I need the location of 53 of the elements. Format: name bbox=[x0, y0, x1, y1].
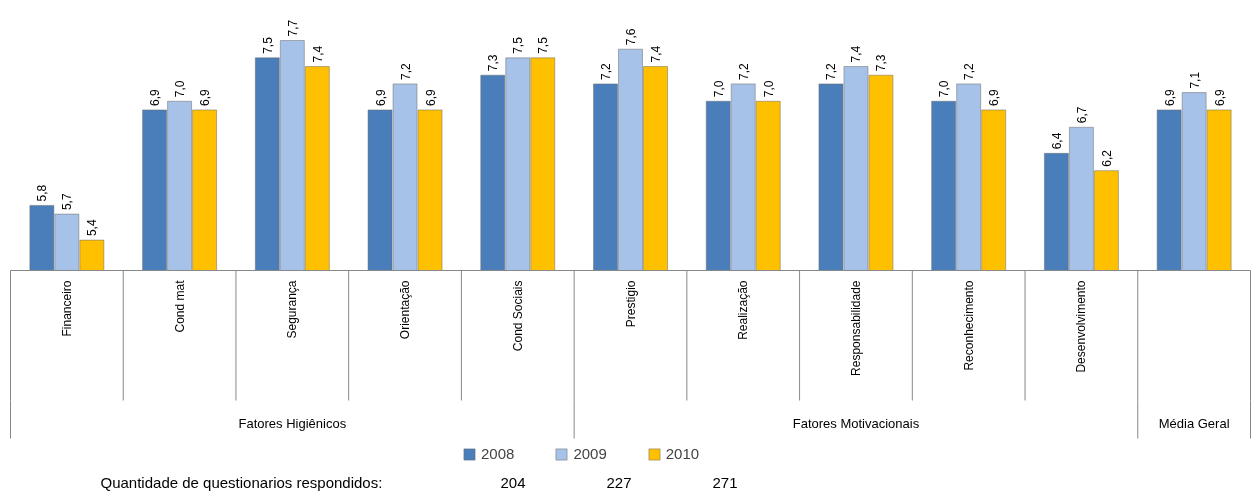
data-label: 7,2 bbox=[599, 62, 613, 80]
text: 227 bbox=[606, 473, 632, 491]
text: 271 bbox=[712, 473, 738, 491]
data-label: 7,2 bbox=[962, 62, 977, 80]
x-tick-label: Realização bbox=[736, 280, 751, 340]
data-label: 7,7 bbox=[285, 19, 300, 37]
text: Fatores Motivacionais bbox=[792, 416, 920, 431]
data-label: 6,9 bbox=[373, 88, 388, 106]
data-label: 6,9 bbox=[987, 88, 1002, 106]
x-tick-label: Prestigio bbox=[623, 280, 638, 328]
data-label: 7,5 bbox=[260, 36, 275, 54]
x-tick-label: Reconhecimento bbox=[961, 280, 976, 371]
x-tick-label: Responsabilidade bbox=[848, 280, 863, 376]
data-label: 5,8 bbox=[35, 184, 50, 202]
data-label: 6,9 bbox=[1212, 88, 1227, 106]
data-label: 7,5 bbox=[511, 36, 526, 54]
data-label: 7,4 bbox=[849, 45, 864, 63]
legend-label: 2008 bbox=[481, 445, 515, 462]
data-label: 7,0 bbox=[173, 80, 188, 98]
data-label: 6,7 bbox=[1074, 106, 1089, 124]
data-label: 7,6 bbox=[624, 28, 638, 46]
x-tick-label: Cond mat bbox=[172, 279, 187, 333]
text: Média Geral bbox=[1158, 416, 1230, 431]
data-label: 6,9 bbox=[1162, 88, 1177, 106]
text: 204 bbox=[500, 473, 526, 491]
data-label: 6,2 bbox=[1099, 149, 1114, 167]
data-label: 6,9 bbox=[198, 88, 213, 106]
data-label: 7,3 bbox=[486, 54, 501, 72]
x-tick-label: Orientação bbox=[398, 280, 413, 340]
data-label: 7,1 bbox=[1187, 71, 1202, 89]
data-label: 7,0 bbox=[937, 80, 952, 98]
data-label: 7,2 bbox=[736, 62, 751, 80]
data-label: 7,4 bbox=[310, 45, 325, 63]
x-tick-label: Desenvolvimento bbox=[1074, 280, 1089, 373]
x-tick-label: Cond Sociais bbox=[510, 280, 525, 352]
data-label: 7,0 bbox=[761, 80, 776, 98]
data-label: 7,5 bbox=[536, 36, 551, 54]
text: Fatores Higiênicos bbox=[238, 416, 347, 431]
x-tick-label: Financeiro bbox=[59, 280, 74, 337]
data-label: 7,0 bbox=[711, 80, 726, 98]
data-label: 6,9 bbox=[423, 88, 438, 106]
data-label: 7,4 bbox=[649, 45, 663, 63]
legend-label: 2009 bbox=[573, 445, 607, 462]
data-label: 6,4 bbox=[1049, 132, 1064, 150]
data-label: 5,4 bbox=[85, 219, 100, 237]
data-label: 6,9 bbox=[148, 88, 163, 106]
data-label: 7,3 bbox=[874, 54, 889, 72]
x-tick-label: Segurança bbox=[285, 280, 300, 339]
legend-label: 2010 bbox=[665, 445, 700, 462]
data-label: 7,2 bbox=[398, 62, 413, 80]
text: Quantidade de questionarios respondidos: bbox=[100, 474, 383, 491]
data-label: 5,7 bbox=[60, 193, 75, 211]
data-label: 7,2 bbox=[824, 62, 839, 80]
